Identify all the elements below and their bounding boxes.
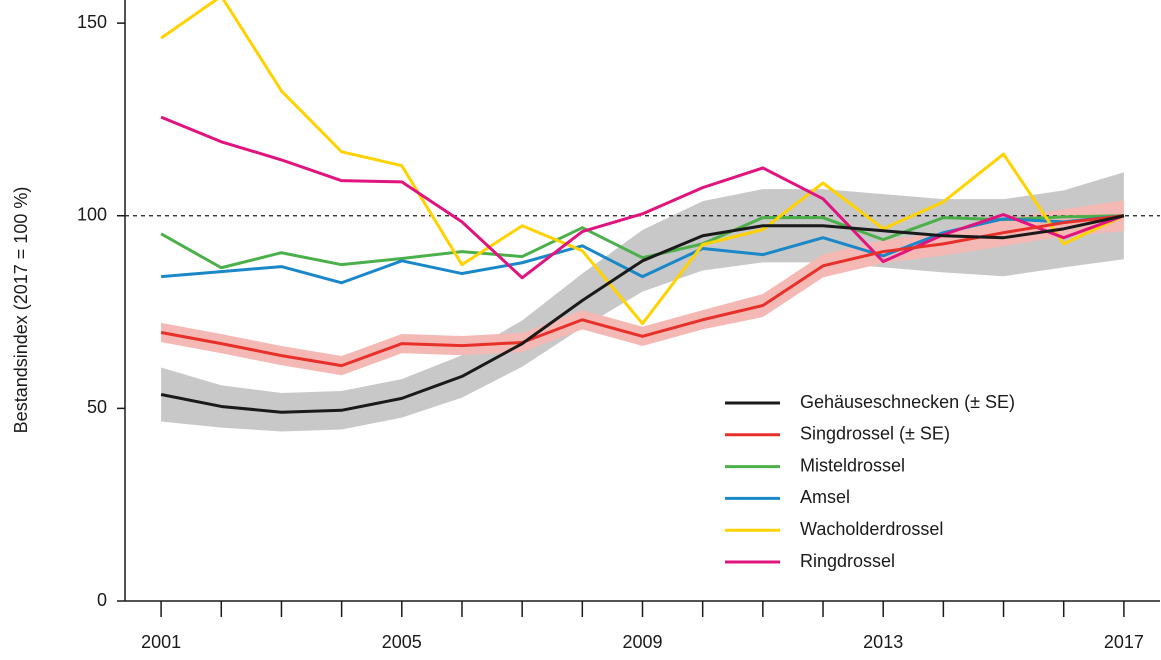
- series-line: [160, 214, 1125, 368]
- se-band: [161, 200, 1124, 376]
- legend-label: Gehäuseschnecken (± SE): [800, 392, 1015, 412]
- series-line: [160, 214, 1125, 414]
- x-tick-label: 2001: [141, 632, 181, 652]
- y-tick-label: 150: [77, 12, 107, 32]
- series-line: [160, 115, 1125, 280]
- y-tick-label: 50: [87, 397, 107, 417]
- x-tick-label: 2013: [863, 632, 903, 652]
- legend-label: Ringdrossel: [800, 551, 895, 571]
- y-tick-label: 0: [97, 590, 107, 610]
- series-line: [160, 0, 1125, 326]
- plot-area: [125, 0, 1160, 432]
- x-tick-label: 2017: [1104, 632, 1144, 652]
- x-tick-label: 2009: [622, 632, 662, 652]
- legend-label: Amsel: [800, 487, 850, 507]
- x-tick-label: 2005: [382, 632, 422, 652]
- series-line: [160, 214, 1124, 270]
- y-axis-label: Bestandsindex (2017 = 100 %): [11, 187, 31, 434]
- legend-label: Wacholderdrossel: [800, 519, 943, 539]
- legend-label: Singdrossel (± SE): [800, 424, 950, 444]
- se-band: [161, 172, 1124, 432]
- y-tick-label: 100: [77, 204, 107, 224]
- legend-label: Misteldrossel: [800, 455, 905, 475]
